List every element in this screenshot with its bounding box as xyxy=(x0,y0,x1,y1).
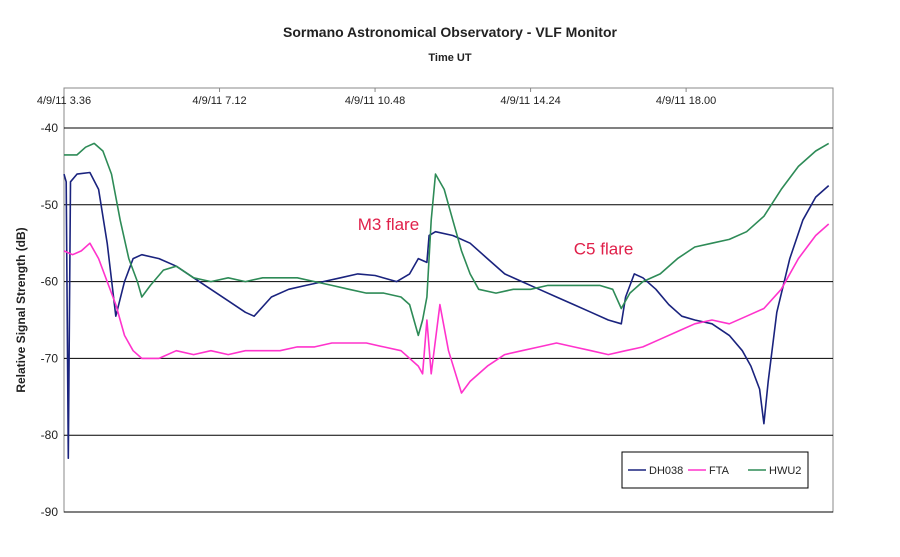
y-tick-label: -40 xyxy=(41,121,59,135)
x-axis-title: Time UT xyxy=(428,52,472,64)
annotation-label: C5 flare xyxy=(574,240,634,259)
plot-area xyxy=(63,87,834,513)
y-tick-label: -60 xyxy=(41,275,59,289)
legend-label: HWU2 xyxy=(769,465,801,477)
chart-title: Sormano Astronomical Observatory - VLF M… xyxy=(283,24,617,40)
x-tick-label: 4/9/11 14.24 xyxy=(500,95,560,107)
y-tick-label: -80 xyxy=(41,428,59,442)
legend-label: DH038 xyxy=(649,465,683,477)
series-line-hwu2 xyxy=(64,142,830,337)
y-tick-label: -70 xyxy=(41,351,59,365)
series-line-fta xyxy=(63,223,830,394)
legend-label: FTA xyxy=(709,465,730,477)
x-tick-label: 4/9/11 3.36 xyxy=(37,95,91,107)
legend xyxy=(621,451,809,489)
y-tick-label: -50 xyxy=(41,198,59,212)
x-tick-label: 4/9/11 18.00 xyxy=(656,95,716,107)
series-line-dh038 xyxy=(63,171,830,459)
x-tick-label: 4/9/11 10.48 xyxy=(345,95,405,107)
x-tick-label: 4/9/11 7.12 xyxy=(192,95,246,107)
y-tick-label: -90 xyxy=(41,505,59,519)
y-axis-title: Relative Signal Strength (dB) xyxy=(14,227,28,392)
annotation-label: M3 flare xyxy=(358,215,419,234)
